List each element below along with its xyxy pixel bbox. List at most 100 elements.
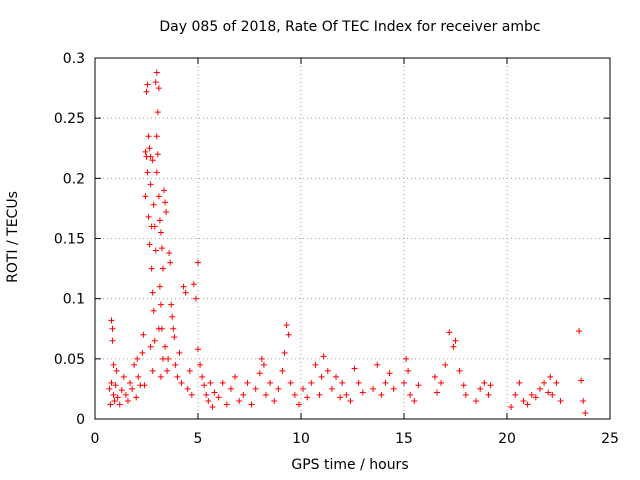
scatter-point: [199, 373, 206, 380]
scatter-point: [151, 337, 158, 344]
scatter-point: [162, 343, 169, 350]
scatter-point: [232, 373, 239, 380]
scatter-point: [260, 361, 267, 368]
scatter-point: [528, 391, 535, 398]
scatter-point: [516, 379, 523, 386]
scatter-point: [141, 382, 148, 389]
scatter-point: [485, 391, 492, 398]
scatter-point: [159, 265, 166, 272]
scatter-point: [110, 391, 117, 398]
scatter-point: [576, 328, 583, 335]
y-tick-label: 0.05: [54, 352, 85, 368]
scatter-point: [316, 391, 323, 398]
scatter-point: [135, 373, 142, 380]
scatter-point: [188, 391, 195, 398]
scatter-point: [155, 193, 162, 200]
scatter-point: [113, 367, 120, 374]
scatter-point: [433, 389, 440, 396]
scatter-point: [129, 385, 136, 392]
scatter-point: [295, 401, 302, 408]
scatter-point: [328, 385, 335, 392]
scatter-point: [144, 169, 151, 176]
scatter-point: [223, 401, 230, 408]
scatter-point: [159, 355, 166, 362]
scatter-points: [106, 69, 589, 416]
scatter-point: [192, 295, 199, 302]
scatter-point: [178, 379, 185, 386]
scatter-point: [109, 337, 116, 344]
scatter-point: [108, 317, 115, 324]
scatter-point: [154, 109, 161, 116]
scatter-point: [147, 153, 154, 160]
plot-frame: [94, 57, 611, 420]
grid-lines: [95, 58, 610, 419]
scatter-point: [153, 69, 160, 76]
scatter-point: [124, 397, 131, 404]
scatter-point: [190, 281, 197, 288]
scatter-point: [267, 379, 274, 386]
scatter-point: [168, 301, 175, 308]
scatter-point: [582, 409, 589, 416]
scatter-point: [176, 349, 183, 356]
scatter-point: [532, 394, 539, 401]
scatter-point: [580, 397, 587, 404]
scatter-point: [149, 367, 156, 374]
scatter-point: [347, 397, 354, 404]
scatter-point: [165, 355, 172, 362]
scatter-point: [142, 148, 149, 155]
scatter-point: [146, 241, 153, 248]
scatter-point: [415, 382, 422, 389]
scatter-point: [446, 329, 453, 336]
y-tick-label: 0.15: [54, 232, 85, 248]
scatter-point: [145, 133, 152, 140]
scatter-point: [195, 259, 201, 266]
scatter-point: [180, 283, 187, 290]
scatter-point: [153, 169, 160, 176]
scatter-point: [431, 373, 438, 380]
y-tick-label: 0.25: [54, 111, 85, 127]
scatter-point: [240, 391, 247, 398]
scatter-point: [382, 379, 389, 386]
scatter-point: [163, 209, 170, 216]
scatter-point: [308, 379, 315, 386]
scatter-point: [438, 379, 445, 386]
scatter-point: [148, 265, 155, 272]
y-tick-label: 0.2: [63, 171, 85, 187]
scatter-point: [324, 367, 331, 374]
scatter-point: [184, 385, 191, 392]
scatter-point: [351, 365, 358, 372]
y-tick-label: 0.3: [63, 51, 85, 67]
scatter-point: [197, 361, 204, 368]
scatter-point: [147, 181, 154, 188]
scatter-point: [122, 391, 129, 398]
scatter-point: [320, 353, 327, 360]
scatter-point: [219, 379, 226, 386]
scatter-point: [553, 379, 560, 386]
scatter-point: [477, 385, 484, 392]
scatter-point: [339, 379, 346, 386]
x-tick-label: 25: [601, 431, 619, 447]
scatter-point: [109, 325, 116, 332]
scatter-point: [337, 394, 344, 401]
scatter-point: [508, 403, 515, 410]
scatter-point: [157, 373, 164, 380]
x-tick-label: 20: [498, 431, 516, 447]
scatter-point: [407, 391, 414, 398]
scatter-point: [370, 385, 377, 392]
scatter-point: [166, 249, 173, 256]
scatter-point: [111, 397, 118, 404]
scatter-point: [578, 377, 585, 384]
scatter-point: [156, 283, 163, 290]
scatter-point: [164, 367, 171, 374]
scatter-point: [131, 361, 138, 368]
scatter-point: [403, 355, 410, 362]
scatter-point: [524, 401, 531, 408]
scatter-point: [460, 382, 467, 389]
scatter-point: [487, 382, 494, 389]
scatter-point: [312, 361, 319, 368]
scatter-point: [106, 385, 113, 392]
scatter-point: [205, 397, 212, 404]
scatter-point: [134, 355, 141, 362]
scatter-point: [158, 325, 165, 332]
scatter-point: [207, 379, 214, 386]
